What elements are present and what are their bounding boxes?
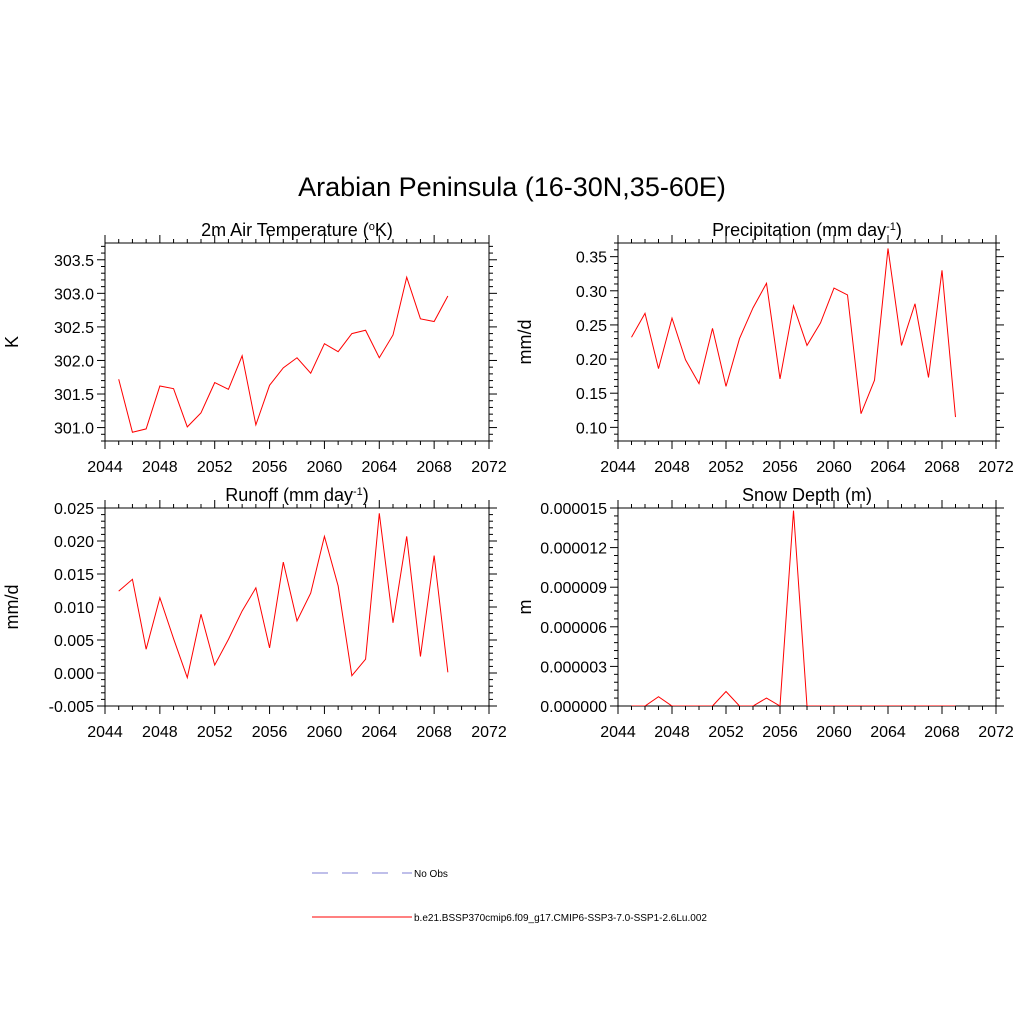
x-tick-label: 2060 [307, 459, 343, 476]
y-axis-label: m [515, 600, 535, 615]
plot-frame [617, 507, 997, 707]
x-tick-label: 2072 [978, 724, 1014, 741]
y-axis-label: mm/d [515, 320, 535, 365]
x-tick-label: 2072 [978, 459, 1014, 476]
legend-model-label: b.e21.BSSP370cmip6.f09_g17.CMIP6-SSP3-7.… [414, 913, 707, 924]
x-tick-label: 2052 [708, 459, 744, 476]
series-line [118, 513, 449, 680]
panel-precipitation: Precipitation (mm day-1) 2044 2048 2052 2056… [515, 220, 1014, 476]
y-tick-label: 0.000015 [540, 501, 607, 518]
x-tick-label: 2044 [600, 724, 636, 741]
x-tick-label: 2072 [471, 459, 507, 476]
y-tick-label: 0.000006 [540, 620, 607, 637]
y-tick-label: 0.10 [576, 420, 607, 437]
x-tick-label: 2072 [471, 724, 507, 741]
x-tick-label: 2064 [361, 459, 397, 476]
y-tick-label: 0.15 [576, 386, 607, 403]
panel-runoff: Runoff (mm day-1) 2044 2048 2052 2056 2060 206… [2, 485, 507, 741]
x-tick-label: 2044 [87, 724, 123, 741]
legend: No Obs b.e21.BSSP370cmip6.f09_g17.CMIP6-… [312, 869, 707, 924]
plot-frame [617, 242, 997, 442]
series-line [118, 275, 449, 433]
y-tick-label: 0.010 [54, 600, 94, 617]
x-tick-label: 2060 [816, 459, 852, 476]
x-tick-label: 2056 [252, 459, 288, 476]
y-tick-label: 0.30 [576, 284, 607, 301]
x-tick-label: 2064 [870, 724, 906, 741]
panel-air-temperature: 2m Air Temperature (oK) 2044 2048 2052 2056 2… [2, 220, 507, 476]
series-line [631, 510, 956, 706]
y-tick-label: 0.35 [576, 250, 607, 267]
y-tick-label: 0.000 [54, 666, 94, 683]
y-tick-label: 0.000000 [540, 699, 607, 716]
x-tick-label: 2048 [142, 459, 178, 476]
x-tick-label: 2068 [416, 724, 452, 741]
y-tick-label: 303.5 [54, 253, 94, 270]
y-tick-label: -0.005 [49, 699, 94, 716]
y-tick-label: 302.5 [54, 320, 94, 337]
y-tick-label: 303.0 [54, 286, 94, 303]
x-tick-label: 2068 [416, 459, 452, 476]
y-tick-label: 0.25 [576, 318, 607, 335]
y-tick-label: 301.0 [54, 421, 94, 438]
x-tick-label: 2068 [924, 724, 960, 741]
x-tick-label: 2056 [762, 724, 798, 741]
x-tick-label: 2048 [142, 724, 178, 741]
y-tick-label: 0.005 [54, 633, 94, 650]
x-tick-label: 2048 [654, 724, 690, 741]
y-axis-label: mm/d [2, 585, 22, 630]
x-tick-label: 2064 [870, 459, 906, 476]
x-tick-label: 2068 [924, 459, 960, 476]
panel-title: Precipitation (mm day-1) [712, 220, 902, 240]
x-tick-label: 2064 [361, 724, 397, 741]
x-tick-label: 2044 [600, 459, 636, 476]
series-line [631, 248, 956, 418]
panel-title: Runoff (mm day-1) [225, 485, 369, 505]
x-tick-label: 2060 [307, 724, 343, 741]
y-tick-label: 0.000009 [540, 580, 607, 597]
x-tick-label: 2052 [197, 724, 233, 741]
plot-frame [104, 242, 490, 442]
panel-title: 2m Air Temperature (oK) [201, 220, 393, 240]
y-tick-label: 0.025 [54, 501, 94, 518]
legend-obs-label: No Obs [414, 869, 448, 880]
y-tick-label: 0.000012 [540, 541, 607, 558]
x-tick-label: 2056 [762, 459, 798, 476]
y-tick-label: 0.015 [54, 567, 94, 584]
y-tick-label: 0.020 [54, 534, 94, 551]
y-tick-label: 301.5 [54, 387, 94, 404]
figure-title: Arabian Peninsula (16-30N,35-60E) [298, 172, 726, 202]
y-tick-label: 0.20 [576, 352, 607, 369]
x-tick-label: 2056 [252, 724, 288, 741]
x-tick-label: 2048 [654, 459, 690, 476]
y-axis-label: K [2, 336, 22, 348]
x-tick-label: 2060 [816, 724, 852, 741]
x-tick-label: 2044 [87, 459, 123, 476]
y-tick-label: 302.0 [54, 353, 94, 370]
y-tick-label: 0.000003 [540, 659, 607, 676]
x-tick-label: 2052 [197, 459, 233, 476]
x-tick-label: 2052 [708, 724, 744, 741]
panel-title: Snow Depth (m) [742, 485, 872, 505]
panel-snow-depth: Snow Depth (m) 2044 2048 2052 2056 2060 2064 20… [515, 485, 1014, 741]
